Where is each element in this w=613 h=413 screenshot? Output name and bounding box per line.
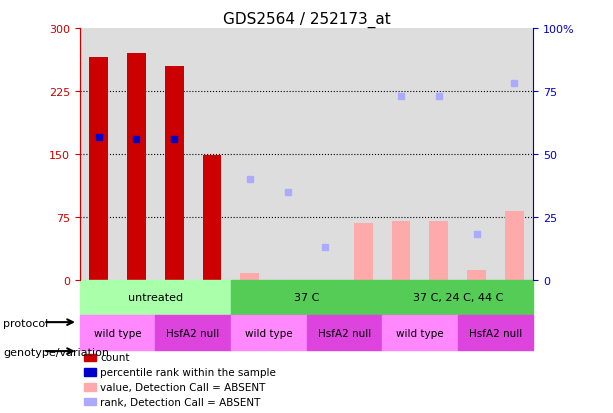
Bar [118,29,155,280]
Bar [354,223,373,280]
Bar [306,315,382,350]
Text: HsfA2 null: HsfA2 null [318,328,371,338]
Bar [268,29,306,280]
Title: GDS2564 / 252173_at: GDS2564 / 252173_at [223,12,390,28]
Text: percentile rank within the sample: percentile rank within the sample [100,367,276,377]
Bar [429,221,448,280]
Bar [382,280,533,315]
Bar [345,29,382,280]
Text: 37 C: 37 C [294,292,319,303]
Text: rank, Detection Call = ABSENT: rank, Detection Call = ABSENT [100,396,261,406]
Bar [80,315,155,350]
Bar [202,156,221,280]
Text: protocol: protocol [3,318,48,328]
Bar [240,273,259,280]
Text: HsfA2 null: HsfA2 null [469,328,522,338]
Text: wild type: wild type [245,328,292,338]
Bar [155,29,193,280]
Text: value, Detection Call = ABSENT: value, Detection Call = ABSENT [100,382,265,392]
Bar [127,54,146,280]
Bar [467,270,486,280]
Text: 37 C, 24 C, 44 C: 37 C, 24 C, 44 C [413,292,503,303]
Bar [495,29,533,280]
Bar [80,29,118,280]
Bar [231,280,382,315]
Bar [392,221,411,280]
Bar [231,29,268,280]
Bar [231,315,306,350]
Bar [84,354,96,361]
Text: genotype/variation: genotype/variation [3,347,109,357]
Bar [155,315,231,350]
Text: wild type: wild type [396,328,444,338]
Bar [505,211,524,280]
Bar [84,383,96,391]
Bar [165,66,184,280]
Text: count: count [100,353,129,363]
Text: untreated: untreated [128,292,183,303]
Text: wild type: wild type [94,328,142,338]
Bar [382,315,458,350]
Bar [420,29,458,280]
Bar [458,29,495,280]
Bar [382,29,420,280]
Bar [306,29,345,280]
Bar [458,315,533,350]
Bar [193,29,231,280]
Bar [89,58,108,280]
Bar [84,398,96,405]
Text: HsfA2 null: HsfA2 null [167,328,219,338]
Bar [84,368,96,376]
Bar [80,280,231,315]
